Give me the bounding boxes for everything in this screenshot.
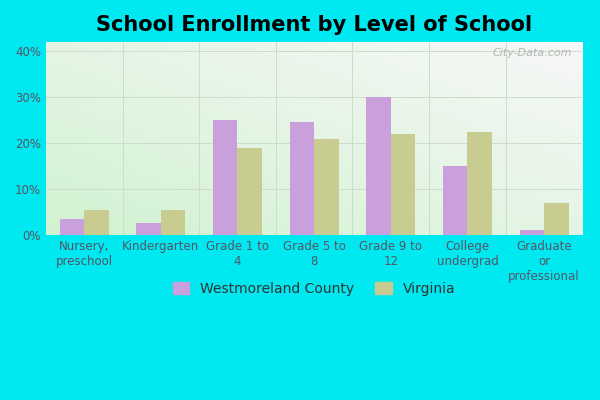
Bar bbox=[366, 97, 391, 235]
Bar bbox=[443, 166, 467, 235]
Bar bbox=[136, 224, 161, 235]
Bar bbox=[544, 203, 569, 235]
Bar bbox=[314, 138, 338, 235]
Title: School Enrollment by Level of School: School Enrollment by Level of School bbox=[96, 15, 532, 35]
Bar bbox=[520, 230, 544, 235]
Bar bbox=[467, 132, 492, 235]
Bar bbox=[84, 210, 109, 235]
Bar bbox=[213, 120, 238, 235]
Bar bbox=[290, 122, 314, 235]
Legend: Westmoreland County, Virginia: Westmoreland County, Virginia bbox=[167, 276, 461, 301]
Bar bbox=[59, 219, 84, 235]
Bar bbox=[391, 134, 415, 235]
Text: City-Data.com: City-Data.com bbox=[492, 48, 572, 58]
Bar bbox=[161, 210, 185, 235]
Bar bbox=[238, 148, 262, 235]
